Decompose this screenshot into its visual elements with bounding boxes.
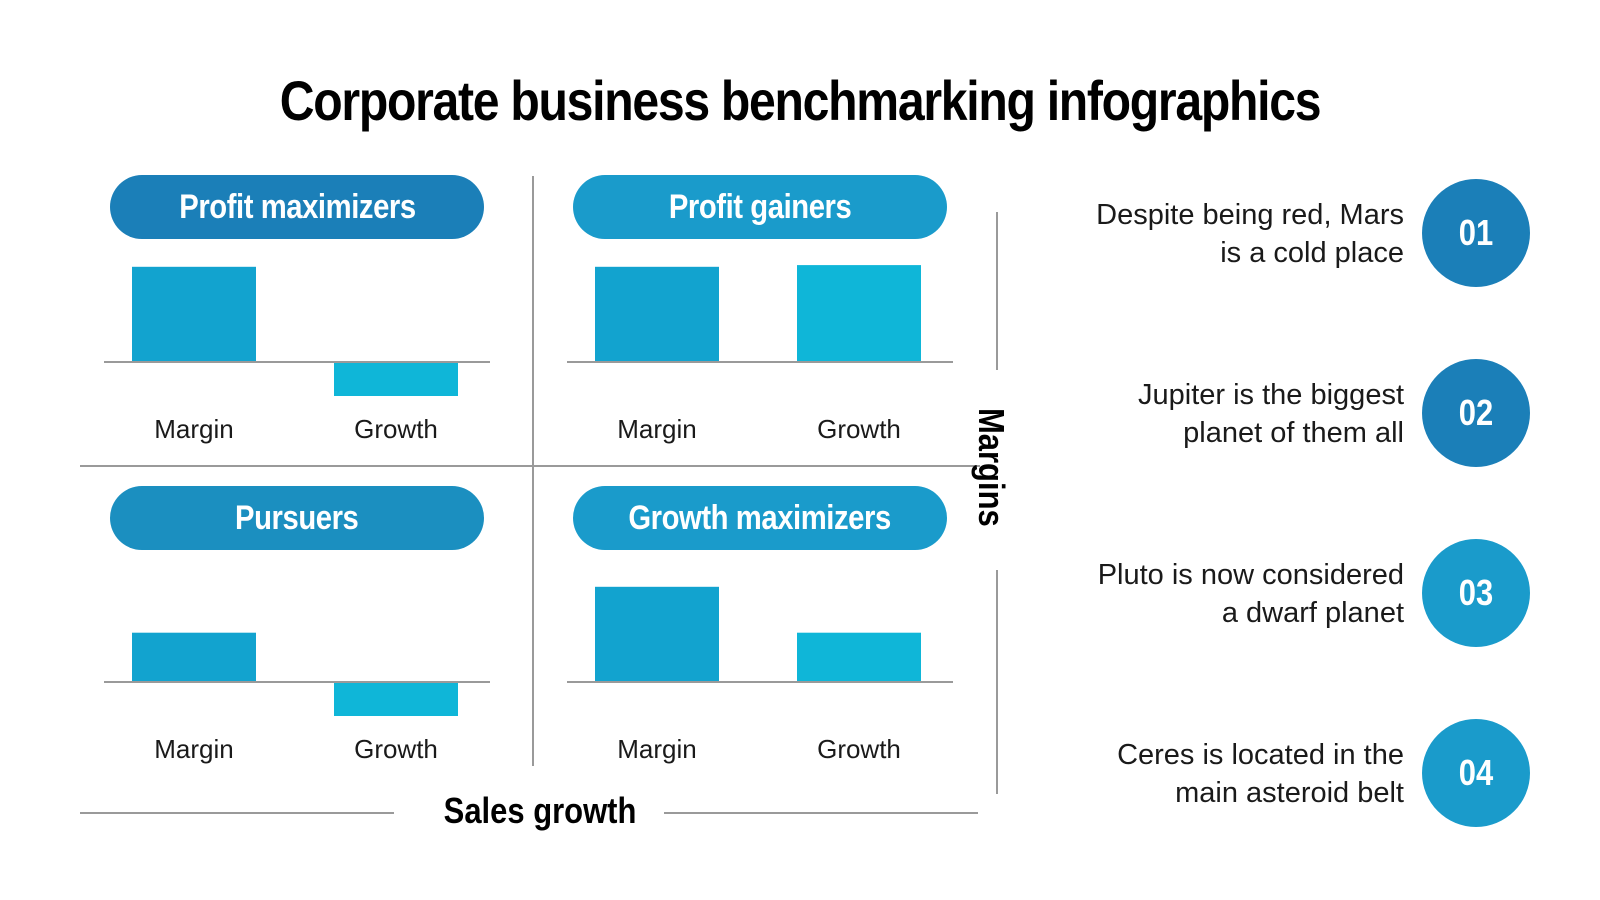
chart-profit-maximizers: Margin Growth	[104, 266, 490, 444]
bar-margin	[595, 586, 719, 682]
chart-pursuers: Margin Growth	[104, 632, 490, 764]
x-axis-label: Sales growth	[443, 790, 637, 831]
tick-label-growth: Growth	[354, 734, 438, 764]
y-axis-label: Margins	[971, 408, 1012, 527]
tick-label-growth: Growth	[817, 414, 901, 444]
quadrant-title-profit-maximizers: Profit maximizers	[110, 175, 484, 239]
bar-growth	[797, 632, 921, 682]
tick-label-margin: Margin	[617, 734, 696, 764]
list-item-2-badge: 02	[1422, 359, 1530, 467]
tick-label-margin: Margin	[154, 414, 233, 444]
tick-label-growth: Growth	[354, 414, 438, 444]
list-item-3-badge: 03	[1422, 539, 1530, 647]
x-axis-line-left	[80, 812, 394, 814]
y-axis-line-bottom	[996, 570, 998, 794]
bar-margin	[595, 266, 719, 362]
list-item-4-badge: 04	[1422, 719, 1530, 827]
bar-growth	[797, 265, 921, 362]
quadrant-divider-vertical	[532, 176, 534, 766]
list-item-1-text: Despite being red, Mars is a cold place	[1096, 199, 1404, 269]
list-item-3-text: Pluto is now considered a dwarf planet	[1097, 559, 1404, 629]
quadrant-title-profit-gainers: Profit gainers	[573, 175, 947, 239]
quadrant-title-pursuers: Pursuers	[110, 486, 484, 550]
bar-growth	[334, 362, 458, 396]
tick-label-margin: Margin	[154, 734, 233, 764]
page-title: Corporate business benchmarking infograp…	[279, 69, 1322, 132]
list-item-2-text: Jupiter is the biggest planet of them al…	[1138, 379, 1404, 449]
bar-margin	[132, 266, 256, 362]
tick-label-margin: Margin	[617, 414, 696, 444]
chart-growth-maximizers: Margin Growth	[567, 586, 953, 764]
y-axis-line-top	[996, 212, 998, 370]
list-item-4-text: Ceres is located in the main asteroid be…	[1117, 739, 1404, 809]
bar-growth	[334, 682, 458, 716]
list-item-1-badge: 01	[1422, 179, 1530, 287]
tick-label-growth: Growth	[817, 734, 901, 764]
quadrant-title-growth-maximizers: Growth maximizers	[573, 486, 947, 550]
x-axis-line-right	[664, 812, 978, 814]
bar-margin	[132, 632, 256, 682]
chart-profit-gainers: Margin Growth	[567, 265, 953, 444]
quadrant-divider-horizontal	[80, 465, 980, 467]
